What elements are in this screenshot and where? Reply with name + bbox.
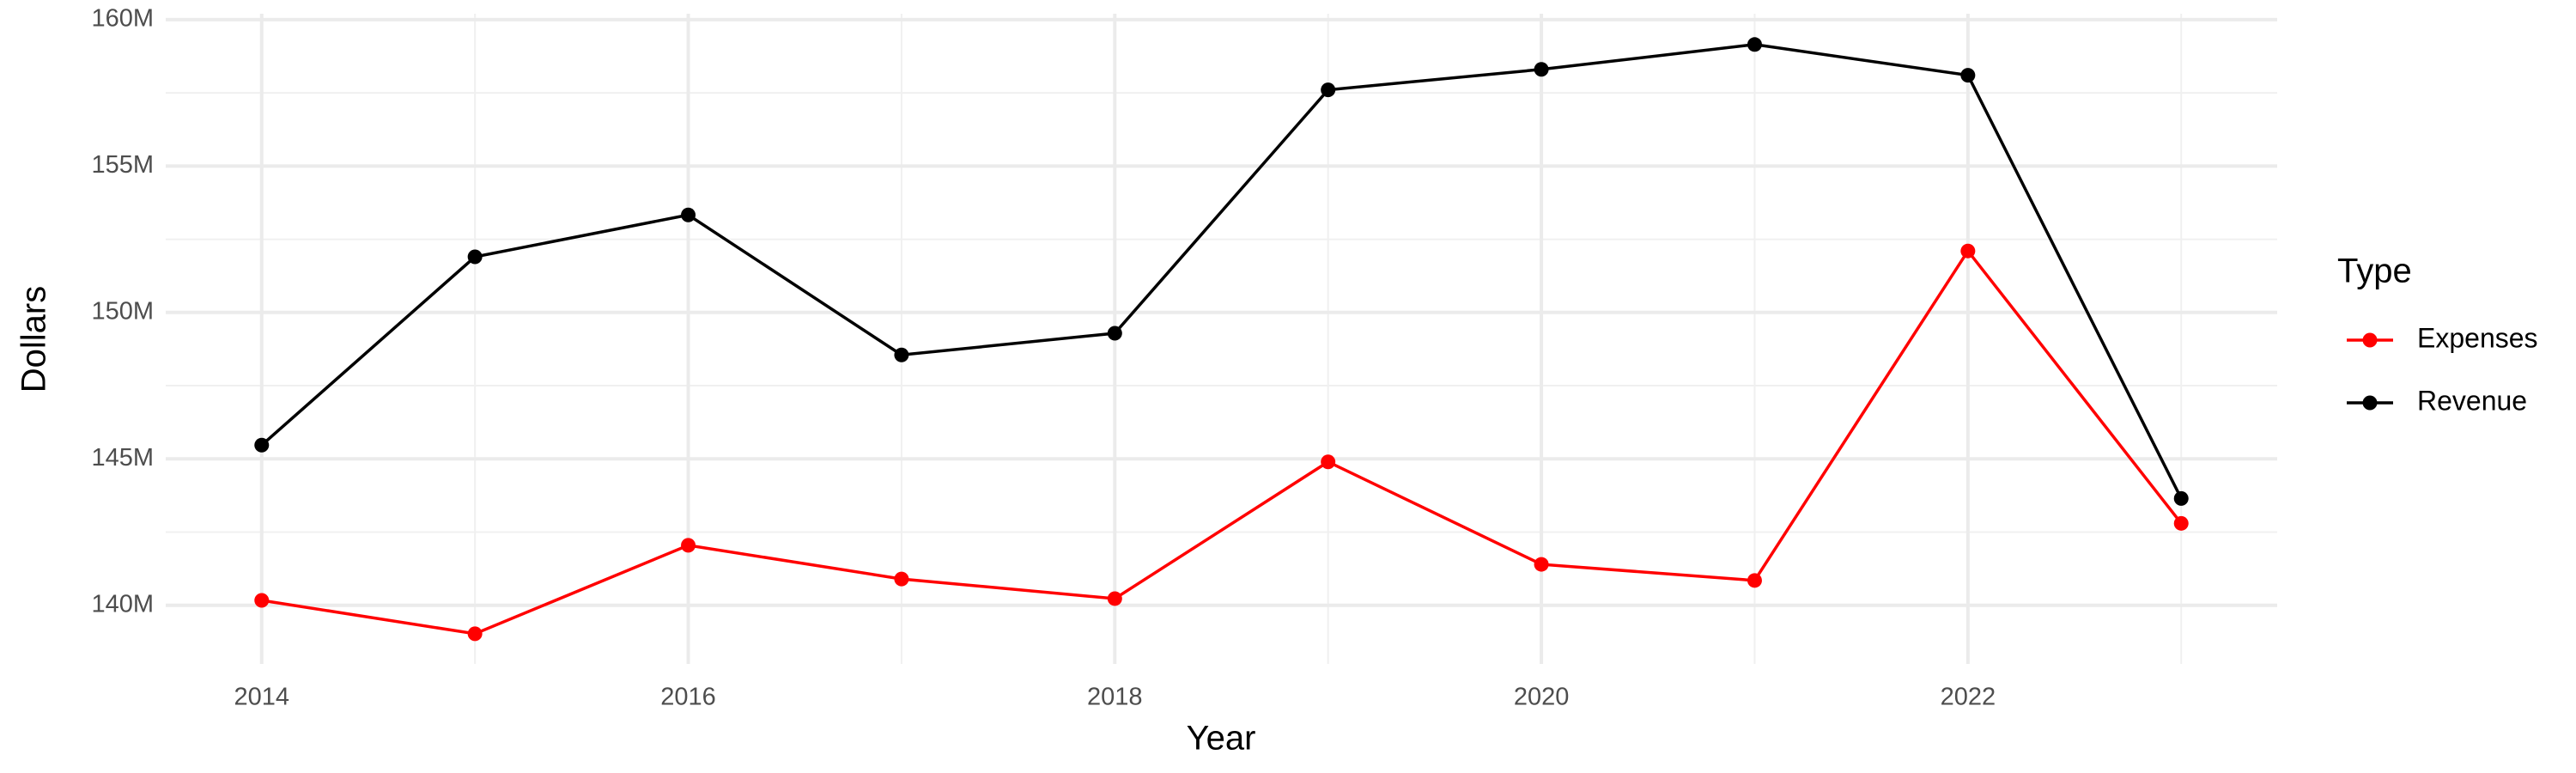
y-tick-label: 145M <box>91 444 154 472</box>
data-point <box>1534 62 1549 77</box>
data-point <box>467 626 483 642</box>
data-point <box>1960 243 1976 259</box>
x-tick-label: 2020 <box>1514 684 1570 711</box>
x-tick-label: 2016 <box>660 684 716 711</box>
data-point <box>1321 454 1336 470</box>
data-point <box>2173 490 2189 506</box>
data-point <box>681 538 696 553</box>
y-tick-label: 155M <box>91 151 154 179</box>
data-point <box>467 249 483 265</box>
data-point <box>1107 591 1122 606</box>
data-point <box>1321 82 1336 98</box>
data-point <box>1534 557 1549 572</box>
data-point <box>1960 68 1976 83</box>
data-point <box>254 437 270 453</box>
x-axis-title: Year <box>1187 720 1256 758</box>
data-point <box>2173 515 2189 531</box>
y-tick-label: 160M <box>91 4 154 32</box>
series-line <box>260 43 2183 500</box>
data-point <box>1107 326 1122 341</box>
data-point <box>894 571 909 587</box>
data-point <box>894 347 909 362</box>
series-line <box>261 248 2183 636</box>
x-tick-label: 2018 <box>1087 684 1143 711</box>
legend-title: Type <box>2337 253 2412 290</box>
data-point <box>254 593 270 608</box>
legend-label: Expenses <box>2417 322 2538 353</box>
legend-label: Revenue <box>2417 385 2527 416</box>
y-tick-label: 150M <box>91 297 154 325</box>
data-point <box>1747 37 1762 52</box>
data-point <box>1747 573 1762 588</box>
y-axis-title: Dollars <box>15 286 53 393</box>
y-tick-label: 140M <box>91 590 154 618</box>
x-tick-label: 2014 <box>234 684 290 711</box>
x-tick-label: 2022 <box>1941 684 1996 711</box>
legend-key-point <box>2362 395 2378 411</box>
data-point <box>681 207 696 222</box>
legend-key-point <box>2362 332 2378 348</box>
